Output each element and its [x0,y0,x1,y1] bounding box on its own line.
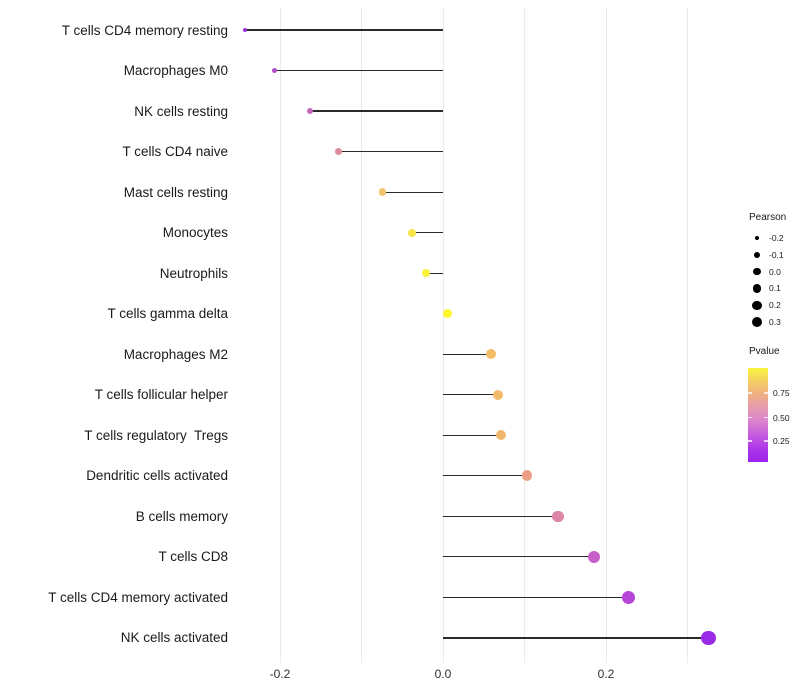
pvalue-legend-label: 0.50 [773,412,790,423]
lollipop-dot [493,389,504,400]
pearson-legend-label: 0.0 [769,266,781,277]
lollipop-stem [443,596,629,598]
y-axis-label: Macrophages M2 [123,346,228,362]
pvalue-bar-tick [764,392,768,394]
y-axis-label: Monocytes [162,225,228,241]
pearson-legend-dot [752,284,762,293]
y-axis-label: T cells CD4 memory resting [61,22,228,38]
pvalue-legend-label: 0.75 [773,388,790,398]
pearson-legend-dot [753,267,761,276]
lollipop-stem [412,232,443,234]
pvalue-bar-tick [764,416,768,419]
y-axis-label: Mast cells resting [123,184,228,200]
lollipop-dot [622,590,636,604]
lollipop-stem [382,191,443,193]
y-axis-label: B cells memory [135,508,228,524]
pearson-legend-label: -0.2 [769,233,784,243]
pearson-legend-dot [754,235,760,241]
y-axis-label: NK cells activated [120,630,228,646]
pearson-legend-label: 0.1 [769,283,781,294]
lollipop-dot [552,510,564,523]
lollipop-stem [443,637,709,639]
lollipop-dot [701,630,717,646]
pearson-legend-label: -0.1 [769,249,784,260]
gridline [605,8,607,663]
y-axis-label: Neutrophils [159,265,228,281]
gridline [524,8,525,663]
x-axis-tick-label: 0.0 [434,667,452,681]
gridline [442,8,444,663]
lollipop-dot [521,470,533,482]
lollipop-stem [443,515,558,517]
lollipop-dot [378,188,387,196]
lollipop-dot [587,550,600,563]
pearson-legend-label: 0.3 [769,317,781,327]
gridline [279,8,281,663]
pvalue-bar-tick [748,440,752,442]
lollipop-stem [338,150,443,153]
pvalue-gradient-bar [748,368,768,462]
lollipop-dot [495,430,506,441]
lollipop-stem [443,353,492,355]
pearson-legend-title: Pearson [749,212,787,223]
lollipop-dot [271,67,277,74]
pvalue-bar-tick [748,392,752,394]
lollipop-stem [443,556,594,558]
pearson-legend-dot [754,251,760,258]
lollipop-dot [486,349,497,360]
y-axis-label: T cells CD8 [158,549,228,565]
lollipop-dot [407,228,417,237]
gridline [687,8,688,663]
lollipop-dot [335,148,342,155]
y-axis-label: NK cells resting [134,103,228,119]
pearson-legend-label: 0.2 [769,300,781,311]
lollipop-stem [443,475,527,477]
x-axis-tick-label: -0.2 [269,667,291,681]
x-axis-tick-label: 0.2 [597,667,615,681]
y-axis-label: T cells gamma delta [107,306,228,322]
lollipop-stem [425,272,443,274]
lollipop-stem [443,434,501,436]
gridline [361,8,362,663]
pvalue-bar-tick [764,440,768,442]
lollipop-stem [443,394,499,396]
y-axis-label: T cells CD4 memory activated [48,589,228,605]
lollipop-dot [242,27,248,33]
y-axis-label: Macrophages M0 [123,63,228,79]
plot-panel [237,8,735,663]
pvalue-legend-label: 0.25 [773,436,790,447]
pvalue-legend-title: Pvalue [749,346,780,357]
pearson-legend-dot [752,300,762,310]
lollipop-stem [244,29,443,31]
y-axis-label: T cells CD4 naive [122,144,228,160]
y-axis-label: T cells follicular helper [94,387,228,403]
y-axis-label: T cells regulatory Tregs [84,427,228,443]
lollipop-stem [274,69,443,72]
pearson-legend-dot [752,317,762,327]
lollipop-stem [310,110,443,112]
lollipop-dot [421,268,431,278]
lollipop-dot [307,108,314,115]
y-axis-label: Dendritic cells activated [86,468,228,484]
lollipop-dot [442,309,452,319]
pvalue-bar-tick [748,416,752,419]
